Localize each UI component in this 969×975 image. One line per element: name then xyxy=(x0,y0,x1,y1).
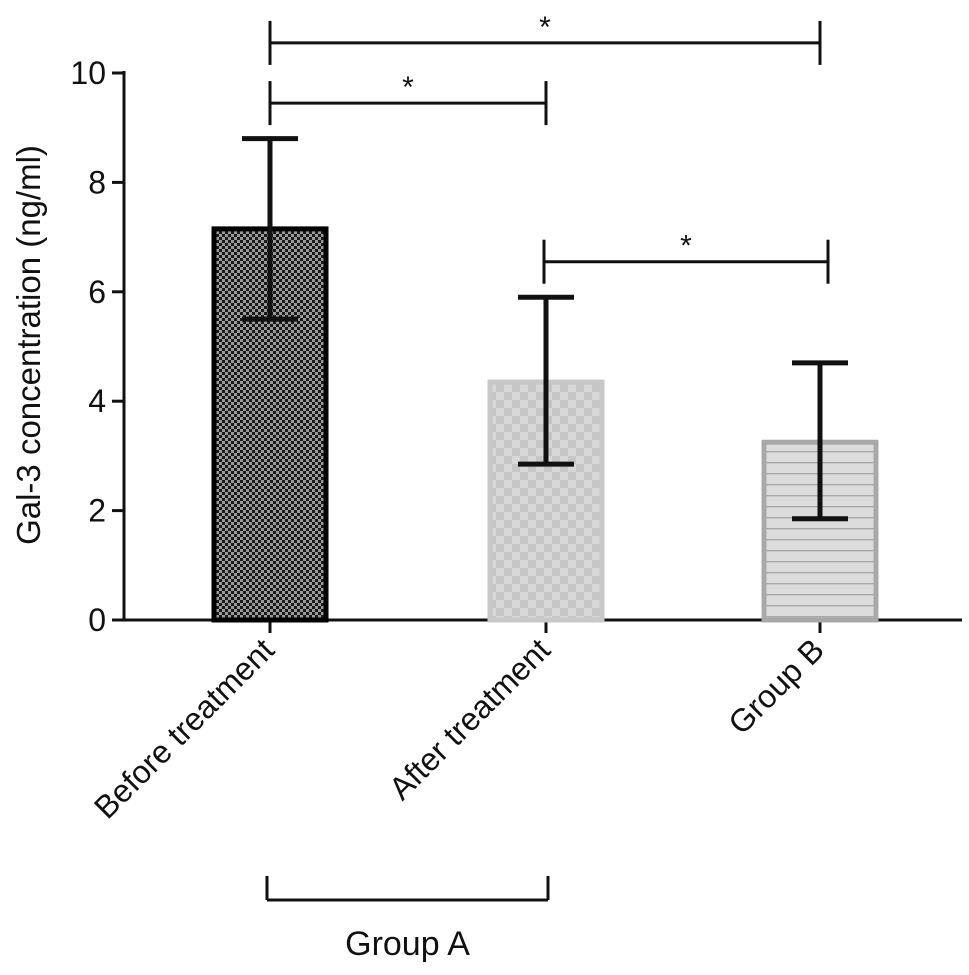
y-tick-label: 2 xyxy=(88,493,106,529)
significance-brackets: * * * xyxy=(268,11,830,284)
significance-asterisk: * xyxy=(402,71,414,104)
y-tick-label: 6 xyxy=(88,274,106,310)
y-axis-label: Gal-3 concentration (ng/ml) xyxy=(10,145,47,545)
group-bracket-label: Group A xyxy=(345,925,470,963)
significance-asterisk: * xyxy=(680,230,692,263)
x-tick-label: Before treatment xyxy=(87,631,281,825)
x-tick-label: After treatment xyxy=(382,631,557,806)
significance-asterisk: * xyxy=(539,11,551,44)
y-tick-label: 10 xyxy=(70,55,106,91)
x-tick-labels: Before treatment After treatment Group B xyxy=(87,631,831,825)
group-bracket: Group A xyxy=(265,876,550,963)
y-tick-label: 0 xyxy=(88,602,106,638)
bars xyxy=(211,226,879,623)
y-tick-label: 4 xyxy=(88,383,106,419)
y-tick-label: 8 xyxy=(88,164,106,200)
error-bars xyxy=(242,136,848,522)
x-tick-label: Group B xyxy=(721,631,831,741)
